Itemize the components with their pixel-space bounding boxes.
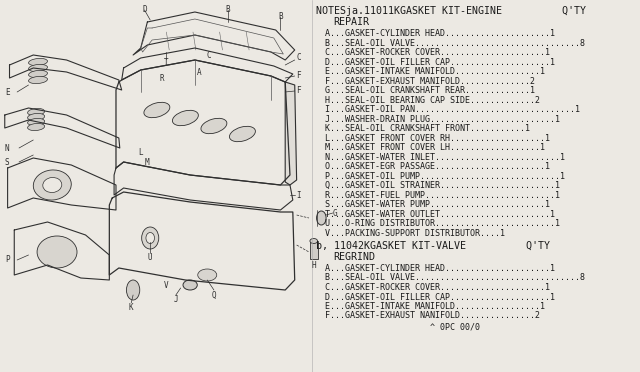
Polygon shape bbox=[133, 12, 294, 60]
Text: J...WASHER-DRAIN PLUG.........................1: J...WASHER-DRAIN PLUG...................… bbox=[326, 115, 561, 124]
Text: B: B bbox=[278, 12, 283, 21]
Ellipse shape bbox=[144, 102, 170, 118]
Ellipse shape bbox=[198, 269, 217, 281]
Text: A: A bbox=[197, 67, 202, 77]
Polygon shape bbox=[114, 162, 293, 210]
Text: U...O-RING DISTRIBUTOR........................1: U...O-RING DISTRIBUTOR..................… bbox=[326, 219, 561, 228]
Ellipse shape bbox=[29, 64, 47, 71]
Ellipse shape bbox=[310, 238, 317, 244]
Text: S: S bbox=[4, 157, 10, 167]
Text: M: M bbox=[145, 157, 150, 167]
Text: C...GASKET-ROCKER COVER.....................1: C...GASKET-ROCKER COVER.................… bbox=[326, 48, 550, 57]
Text: F: F bbox=[296, 86, 301, 94]
Text: C...GASKET-ROCKER COVER.....................1: C...GASKET-ROCKER COVER.................… bbox=[326, 283, 550, 292]
Text: P: P bbox=[4, 256, 10, 264]
Ellipse shape bbox=[37, 236, 77, 268]
Text: F: F bbox=[296, 71, 301, 80]
Text: E...GASKET-INTAKE MANIFOLD.................1: E...GASKET-INTAKE MANIFOLD..............… bbox=[326, 302, 545, 311]
Text: H...SEAL-OIL BEARING CAP SIDE.............2: H...SEAL-OIL BEARING CAP SIDE...........… bbox=[326, 96, 540, 105]
Text: T: T bbox=[164, 58, 169, 67]
Text: C: C bbox=[207, 51, 211, 60]
Text: ^ 0PC 00/0: ^ 0PC 00/0 bbox=[430, 323, 480, 332]
Text: E: E bbox=[4, 87, 10, 96]
Text: NOTESja.11011KGASKET KIT-ENGINE          Q'TY: NOTESja.11011KGASKET KIT-ENGINE Q'TY bbox=[316, 6, 586, 16]
Ellipse shape bbox=[43, 177, 62, 193]
Text: H: H bbox=[312, 260, 316, 269]
Text: G...SEAL-OIL CRANKSHAFT REAR.............1: G...SEAL-OIL CRANKSHAFT REAR............… bbox=[326, 86, 536, 95]
Text: Q...GASKET-OIL STRAINER.......................1: Q...GASKET-OIL STRAINER.................… bbox=[326, 181, 561, 190]
Text: P...GASKET-OIL PUMP............................1: P...GASKET-OIL PUMP.....................… bbox=[326, 171, 566, 180]
Text: F...GASKET-EXHAUST NANIFOLD...............2: F...GASKET-EXHAUST NANIFOLD.............… bbox=[326, 311, 540, 321]
Text: G: G bbox=[333, 208, 337, 218]
Ellipse shape bbox=[28, 118, 45, 126]
Polygon shape bbox=[141, 19, 284, 54]
Text: C: C bbox=[296, 52, 301, 61]
Text: D...GASKET-OIL FILLER CAP....................1: D...GASKET-OIL FILLER CAP...............… bbox=[326, 58, 556, 67]
Ellipse shape bbox=[146, 232, 154, 244]
Text: N: N bbox=[4, 144, 10, 153]
Text: M...GASKET FRONT COVER LH..................1: M...GASKET FRONT COVER LH...............… bbox=[326, 143, 545, 152]
Ellipse shape bbox=[29, 76, 47, 84]
Polygon shape bbox=[14, 222, 109, 280]
Text: B...SEAL-OIL VALVE.................................8: B...SEAL-OIL VALVE......................… bbox=[326, 38, 586, 48]
Polygon shape bbox=[122, 48, 293, 82]
Polygon shape bbox=[116, 60, 290, 185]
Text: K...SEAL-OIL CRANKSHAFT FRONT...........1: K...SEAL-OIL CRANKSHAFT FRONT...........… bbox=[326, 124, 531, 133]
Ellipse shape bbox=[29, 58, 47, 65]
Text: A...GASKET-CYLINDER HEAD.....................1: A...GASKET-CYLINDER HEAD................… bbox=[326, 264, 556, 273]
Ellipse shape bbox=[29, 70, 47, 78]
Text: R: R bbox=[159, 74, 164, 83]
Bar bbox=[310, 241, 317, 259]
Text: T...GASKET-WATER OUTLET......................1: T...GASKET-WATER OUTLET.................… bbox=[326, 209, 556, 218]
Polygon shape bbox=[109, 192, 294, 290]
Text: E...GASKET-INTAKE MANIFOLD.................1: E...GASKET-INTAKE MANIFOLD..............… bbox=[326, 67, 545, 76]
Polygon shape bbox=[10, 55, 122, 90]
Text: B: B bbox=[226, 5, 230, 14]
Ellipse shape bbox=[183, 280, 197, 290]
Text: V: V bbox=[164, 280, 169, 289]
Text: I: I bbox=[296, 190, 301, 199]
Ellipse shape bbox=[127, 280, 140, 300]
Text: V...PACKING-SUPPORT DISTRIBUTOR....1: V...PACKING-SUPPORT DISTRIBUTOR....1 bbox=[326, 228, 506, 237]
Ellipse shape bbox=[141, 227, 159, 249]
Text: J: J bbox=[173, 295, 178, 305]
Ellipse shape bbox=[201, 118, 227, 134]
Text: F...GASKET-EXHAUST MANIFOLD..............2: F...GASKET-EXHAUST MANIFOLD.............… bbox=[326, 77, 536, 86]
Text: b, 11042KGASKET KIT-VALVE          Q'TY: b, 11042KGASKET KIT-VALVE Q'TY bbox=[316, 241, 550, 251]
Text: N...GASKET-WATER INLET.........................1: N...GASKET-WATER INLET..................… bbox=[326, 153, 566, 161]
Text: A...GASKET-CYLINDER HEAD.....................1: A...GASKET-CYLINDER HEAD................… bbox=[326, 29, 556, 38]
Text: K: K bbox=[129, 304, 134, 312]
Text: I...GASKET-OIL PAN................................1: I...GASKET-OIL PAN......................… bbox=[326, 105, 580, 114]
Text: S...GASKET-WATER PUMP.......................1: S...GASKET-WATER PUMP...................… bbox=[326, 200, 550, 209]
Ellipse shape bbox=[33, 170, 71, 200]
Text: D: D bbox=[142, 5, 147, 14]
Polygon shape bbox=[285, 82, 296, 185]
Text: L: L bbox=[138, 148, 143, 157]
Ellipse shape bbox=[28, 113, 45, 121]
Text: REPAIR: REPAIR bbox=[333, 17, 369, 27]
Text: B...SEAL-OIL VALVE.................................8: B...SEAL-OIL VALVE......................… bbox=[326, 273, 586, 282]
Ellipse shape bbox=[317, 211, 326, 225]
Ellipse shape bbox=[28, 108, 45, 116]
Ellipse shape bbox=[28, 124, 45, 131]
Text: REGRIND: REGRIND bbox=[333, 252, 375, 262]
Ellipse shape bbox=[230, 126, 255, 142]
Polygon shape bbox=[8, 158, 116, 210]
Text: L...GASKET FRONT COVER RH...................1: L...GASKET FRONT COVER RH...............… bbox=[326, 134, 550, 142]
Text: R...GASKET-FUEL PUMP..........................1: R...GASKET-FUEL PUMP....................… bbox=[326, 190, 561, 199]
Ellipse shape bbox=[172, 110, 198, 126]
Text: O...GASKET-EGR PASSAGE......................1: O...GASKET-EGR PASSAGE..................… bbox=[326, 162, 550, 171]
Text: U: U bbox=[148, 253, 152, 263]
Polygon shape bbox=[4, 108, 120, 148]
Text: D...GASKET-OIL FILLER CAP....................1: D...GASKET-OIL FILLER CAP...............… bbox=[326, 292, 556, 301]
Text: Q: Q bbox=[212, 291, 216, 299]
